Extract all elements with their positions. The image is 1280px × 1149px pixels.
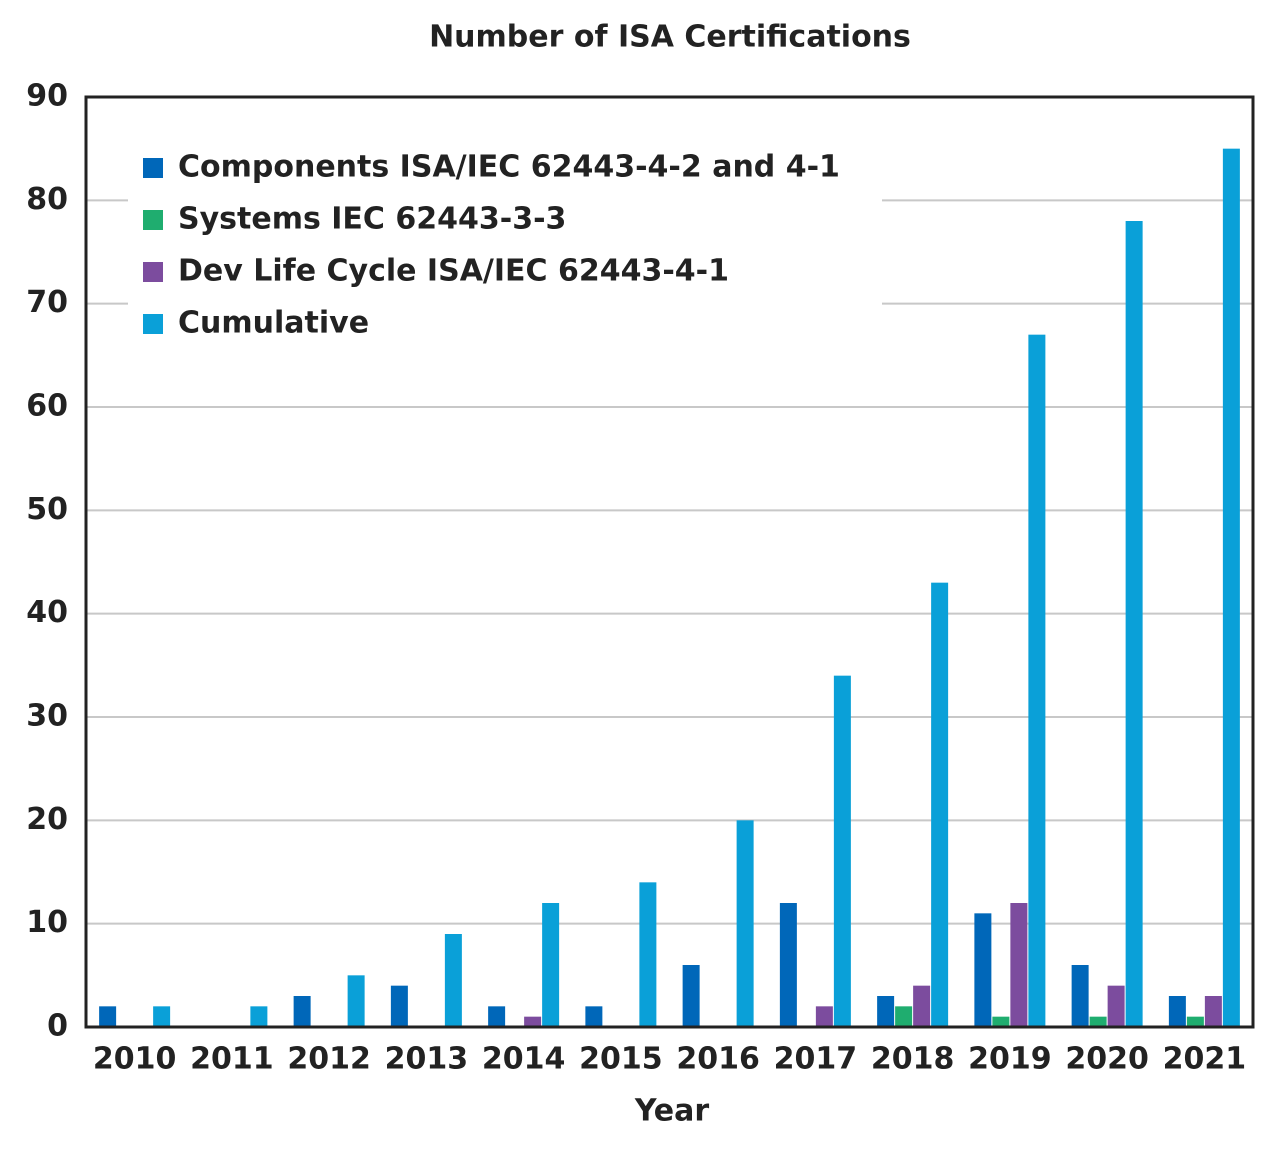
- bar: [736, 820, 754, 1027]
- x-tick-label: 2011: [190, 1042, 274, 1077]
- legend-box: [128, 142, 882, 348]
- y-tick-label: 90: [26, 79, 68, 114]
- x-tick-label: 2014: [482, 1042, 566, 1077]
- x-tick-label: 2021: [1163, 1042, 1247, 1077]
- bar: [1071, 965, 1089, 1027]
- bar: [347, 975, 365, 1027]
- x-tick-label: 2018: [871, 1042, 955, 1077]
- y-tick-label: 50: [26, 492, 68, 527]
- legend-swatch: [143, 210, 163, 230]
- y-tick-label: 0: [47, 1009, 68, 1044]
- x-tick-label: 2017: [774, 1042, 858, 1077]
- x-tick-label: 2020: [1065, 1042, 1149, 1077]
- bar: [1010, 903, 1028, 1027]
- legend-label: Systems IEC 62443-3-3: [178, 202, 566, 237]
- bar: [99, 1006, 117, 1027]
- legend-swatch: [143, 158, 163, 178]
- bar: [542, 903, 560, 1027]
- x-tick-label: 2012: [287, 1042, 371, 1077]
- y-tick-label: 30: [26, 699, 68, 734]
- bar: [895, 1006, 913, 1027]
- y-tick-label: 20: [26, 802, 68, 837]
- bar: [682, 965, 700, 1027]
- bar: [390, 985, 408, 1027]
- bar: [1168, 996, 1186, 1027]
- y-tick-label: 40: [26, 595, 68, 630]
- legend-swatch: [143, 262, 163, 282]
- y-tick-label: 10: [26, 905, 68, 940]
- bar: [1204, 996, 1222, 1027]
- bar: [1028, 334, 1046, 1028]
- legend-label: Cumulative: [178, 306, 369, 341]
- x-axis-label: Year: [634, 1094, 710, 1129]
- bar: [779, 903, 797, 1027]
- bar: [815, 1006, 833, 1027]
- bar: [444, 934, 462, 1027]
- bar: [833, 675, 851, 1027]
- y-tick-label: 80: [26, 182, 68, 217]
- bar: [250, 1006, 268, 1027]
- x-tick-label: 2013: [385, 1042, 469, 1077]
- bar: [931, 582, 949, 1027]
- bar: [488, 1006, 506, 1027]
- x-tick-label: 2015: [579, 1042, 663, 1077]
- plot-frame: [84, 95, 1255, 1029]
- bar: [639, 882, 657, 1027]
- bar: [1222, 148, 1240, 1027]
- bar: [153, 1006, 171, 1027]
- bar: [293, 996, 311, 1027]
- bar: [1107, 985, 1125, 1027]
- bar: [524, 1016, 542, 1027]
- chart-title: Number of ISA Certifications: [429, 20, 911, 55]
- bar: [1089, 1016, 1107, 1027]
- bar: [913, 985, 931, 1027]
- bar: [877, 996, 895, 1027]
- legend-swatch: [143, 314, 163, 334]
- x-tick-label: 2016: [676, 1042, 760, 1077]
- bar: [1125, 221, 1143, 1027]
- x-tick-label: 2019: [968, 1042, 1052, 1077]
- bar: [1186, 1016, 1204, 1027]
- y-tick-label: 70: [26, 285, 68, 320]
- legend-label: Components ISA/IEC 62443-4-2 and 4-1: [178, 150, 840, 185]
- bar: [974, 913, 992, 1027]
- legend-label: Dev Life Cycle ISA/IEC 62443-4-1: [178, 254, 729, 289]
- x-tick-label: 2010: [93, 1042, 177, 1077]
- bar: [992, 1016, 1010, 1027]
- bar: [585, 1006, 603, 1027]
- y-tick-label: 60: [26, 389, 68, 424]
